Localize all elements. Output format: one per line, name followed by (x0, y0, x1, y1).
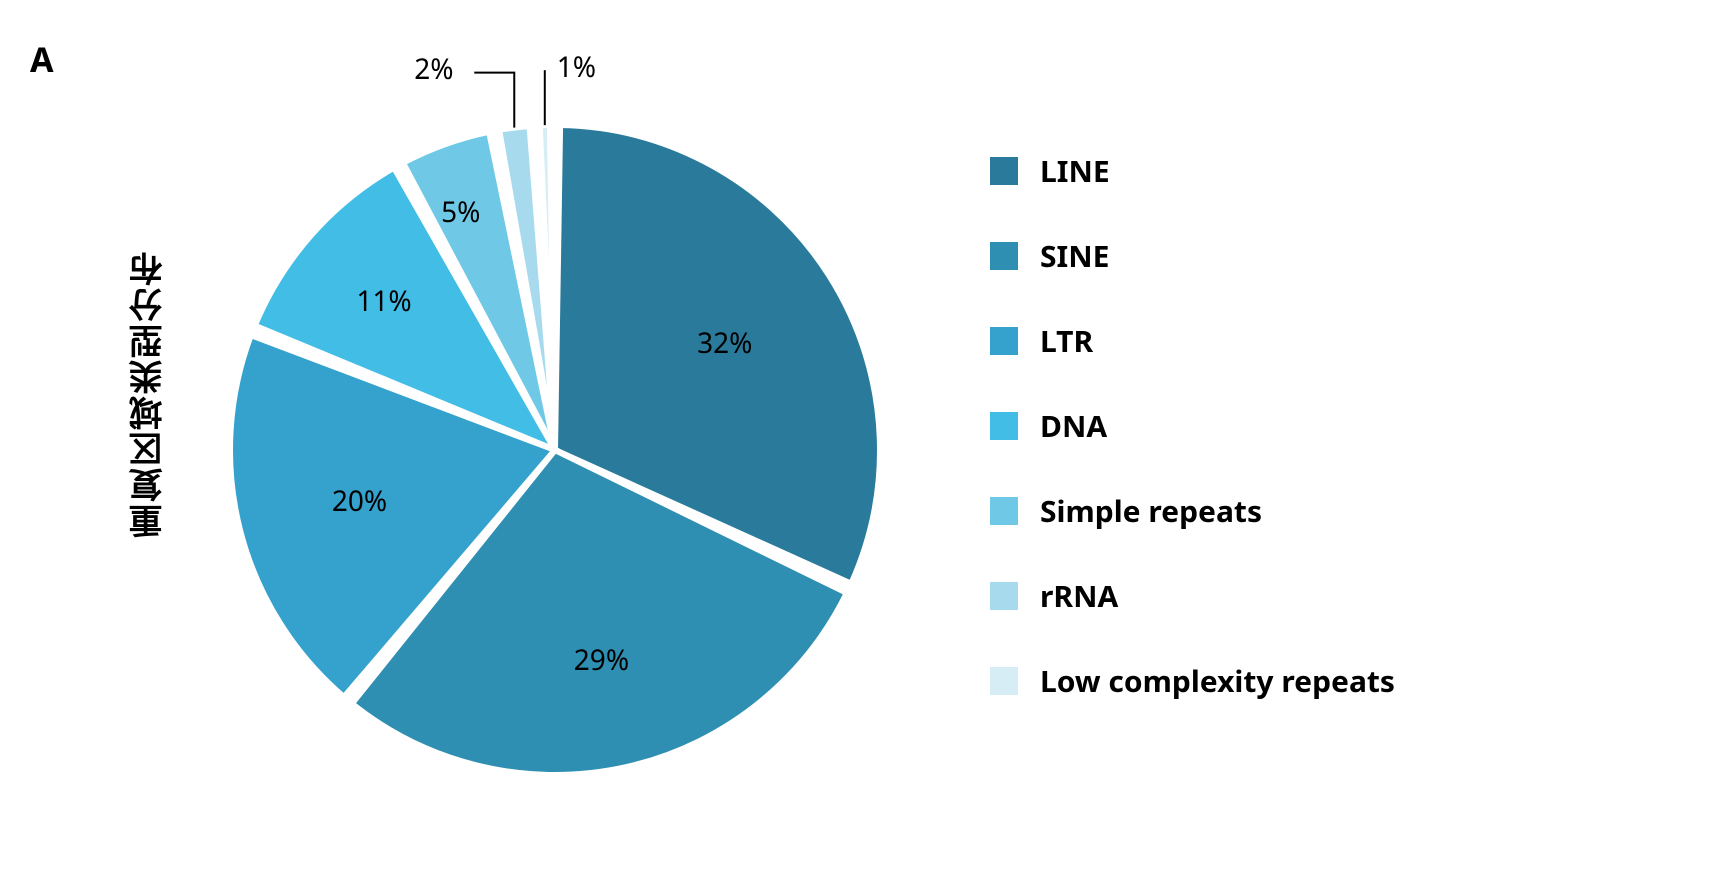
legend-item-sine: SINE (990, 235, 1395, 276)
legend-item-simple-repeats: Simple repeats (990, 490, 1395, 531)
pie-chart: 32% 29% 20% 11% 5% 2% 1% (0, 0, 1713, 875)
slice-label-sine: 29% (574, 641, 629, 679)
legend-label: LTR (1040, 320, 1093, 361)
slice-label-dna: 11% (356, 282, 411, 320)
legend-item-ltr: LTR (990, 320, 1395, 361)
slice-label-simple-repeats: 5% (441, 193, 480, 231)
legend-label: Low complexity repeats (1040, 660, 1395, 701)
legend-swatch (990, 327, 1018, 355)
pie-svg (0, 0, 1713, 875)
legend-swatch (990, 242, 1018, 270)
legend-item-line: LINE (990, 150, 1395, 191)
legend-item-dna: DNA (990, 405, 1395, 446)
slice-label-rrna: 2% (414, 50, 453, 88)
legend-swatch (990, 667, 1018, 695)
legend-label: LINE (1040, 150, 1110, 191)
legend-item-rrna: rRNA (990, 575, 1395, 616)
leader-rrna (474, 73, 514, 128)
legend-label: rRNA (1040, 575, 1118, 616)
legend-swatch (990, 582, 1018, 610)
legend-swatch (990, 157, 1018, 185)
legend-item-low-complexity-repeats: Low complexity repeats (990, 660, 1395, 701)
slice-label-line: 32% (697, 324, 752, 362)
legend-label: DNA (1040, 405, 1107, 446)
slice-label-ltr: 20% (332, 482, 387, 520)
legend-label: Simple repeats (1040, 490, 1262, 531)
slice-label-low-complexity-repeats: 1% (557, 48, 596, 86)
legend: LINE SINE LTR DNA Simple repeats rRNA Low comp… (990, 150, 1395, 745)
legend-swatch (990, 412, 1018, 440)
legend-label: SINE (1040, 235, 1109, 276)
legend-swatch (990, 497, 1018, 525)
